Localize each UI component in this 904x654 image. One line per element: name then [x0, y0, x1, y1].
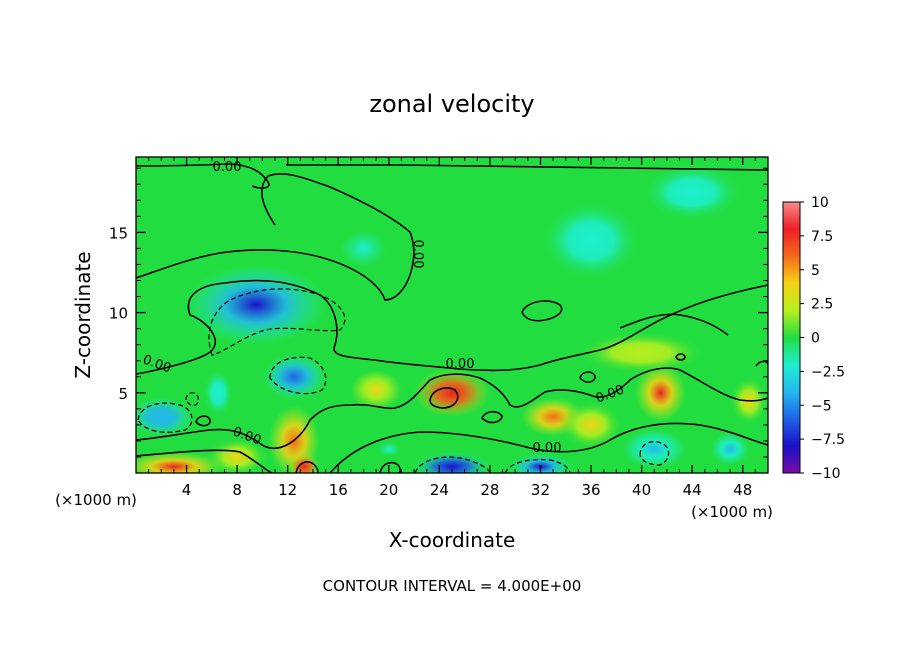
y-tick-label: 15 [109, 224, 128, 242]
field-feature [711, 432, 750, 465]
contour-neg-right-1 [639, 441, 670, 466]
colorbar-tick-label: 2.5 [811, 297, 833, 313]
colorbar-tick-label: 5 [811, 263, 820, 279]
x-axis-unit-right: (×1000 m) [691, 503, 773, 521]
colorbar-tick-label: −5 [811, 398, 832, 414]
contour-zero-upper-loop [136, 173, 415, 301]
contour-small-loop-3 [521, 300, 563, 322]
contour-neg-bottom-2 [504, 458, 571, 473]
contour-neg-left [137, 402, 193, 433]
colorbar-tick-label: 10 [811, 195, 829, 211]
contour-neg-bottom-1 [414, 456, 491, 473]
contour-small-loop-4 [195, 415, 211, 427]
colorbar-ticks: −10 −7.5 −5 −2.5 0 2.5 5 7.5 10 [800, 195, 845, 482]
field-feature [136, 397, 193, 437]
x-tick-label: 4 [182, 481, 192, 499]
contour-pos-small [295, 461, 319, 473]
contour-zero-mid-band [136, 279, 768, 375]
colorbar-tick-label: −10 [811, 466, 841, 482]
chart-title: zonal velocity [369, 90, 534, 118]
x-tick-label: 12 [278, 481, 297, 499]
contour-zero-bottom [136, 449, 273, 473]
colorbar-gradient [783, 202, 800, 473]
y-tick-label: 5 [118, 385, 128, 403]
field-feature [350, 370, 402, 409]
field-feature [262, 354, 326, 400]
field-feature [202, 368, 234, 417]
x-tick-label: 8 [232, 481, 242, 499]
contour-small-loop-6 [675, 353, 686, 361]
field-feature [414, 368, 490, 417]
negative-contours [137, 288, 670, 473]
velocity-field [136, 163, 768, 473]
field-feature [288, 453, 320, 473]
x-tick-label: 40 [632, 481, 651, 499]
contour-lines [136, 163, 768, 473]
contour-small-loop-1 [579, 371, 596, 383]
field-feature [540, 200, 642, 281]
contour-zero-lower-band [136, 367, 768, 449]
x-tick-label: 44 [683, 481, 702, 499]
contour-label: 0.00 [410, 240, 425, 269]
x-tick-label: 32 [531, 481, 550, 499]
contour-label: 0.00 [446, 357, 475, 372]
x-tick-label: 20 [379, 481, 398, 499]
colorbar-tick-label: 0 [811, 331, 820, 347]
plot-area: 0.000.000.00 0.000.000.000.00 4 8 12 16 20 24 2… [109, 156, 769, 499]
x-axis-ticks: 4 8 12 16 20 24 28 32 36 40 44 48 [148, 157, 756, 499]
contour-zero-top [136, 163, 270, 189]
field-feature [414, 452, 490, 473]
y-axis-ticks: 5 10 15 [109, 167, 768, 458]
contour-neg-upper [208, 288, 346, 356]
colorbar-tick-label: 7.5 [811, 229, 833, 245]
contour-small-loop-2 [481, 410, 503, 424]
contour-pos-center [429, 387, 459, 409]
x-tick-label: 36 [581, 481, 600, 499]
field-feature [622, 429, 686, 469]
x-tick-label: 48 [733, 481, 752, 499]
field-feature [559, 400, 623, 449]
field-feature [205, 437, 269, 473]
field-feature [136, 452, 225, 473]
x-tick-label: 16 [329, 481, 348, 499]
contour-zero-bottom-mid [329, 422, 768, 473]
field-feature [578, 331, 705, 374]
colorbar-tick-label: −7.5 [811, 432, 845, 448]
x-tick-label: 24 [430, 481, 449, 499]
field-feature [508, 453, 573, 473]
contour-neg-left-2 [185, 392, 199, 407]
colorbar-tick-label: −2.5 [811, 364, 845, 380]
field-feature [641, 163, 743, 222]
field-feature [635, 363, 686, 422]
contour-interval-note: CONTOUR INTERVAL = 4.000E+00 [323, 577, 582, 595]
y-tick-label: 10 [109, 305, 128, 323]
contour-label: 0.00 [213, 160, 242, 175]
colorbar: −10 −7.5 −5 −2.5 0 2.5 5 7.5 10 [782, 195, 845, 482]
contour-label: 0.00 [533, 441, 562, 456]
x-tick-label: 28 [480, 481, 499, 499]
contour-pos-loop [379, 461, 402, 473]
contour-upper-right [619, 313, 729, 336]
x-axis-label: X-coordinate [389, 528, 516, 552]
y-axis-label: Z-coordinate [71, 251, 95, 378]
x-axis-unit-left: (×1000 m) [55, 491, 137, 509]
field-feature [312, 208, 415, 289]
